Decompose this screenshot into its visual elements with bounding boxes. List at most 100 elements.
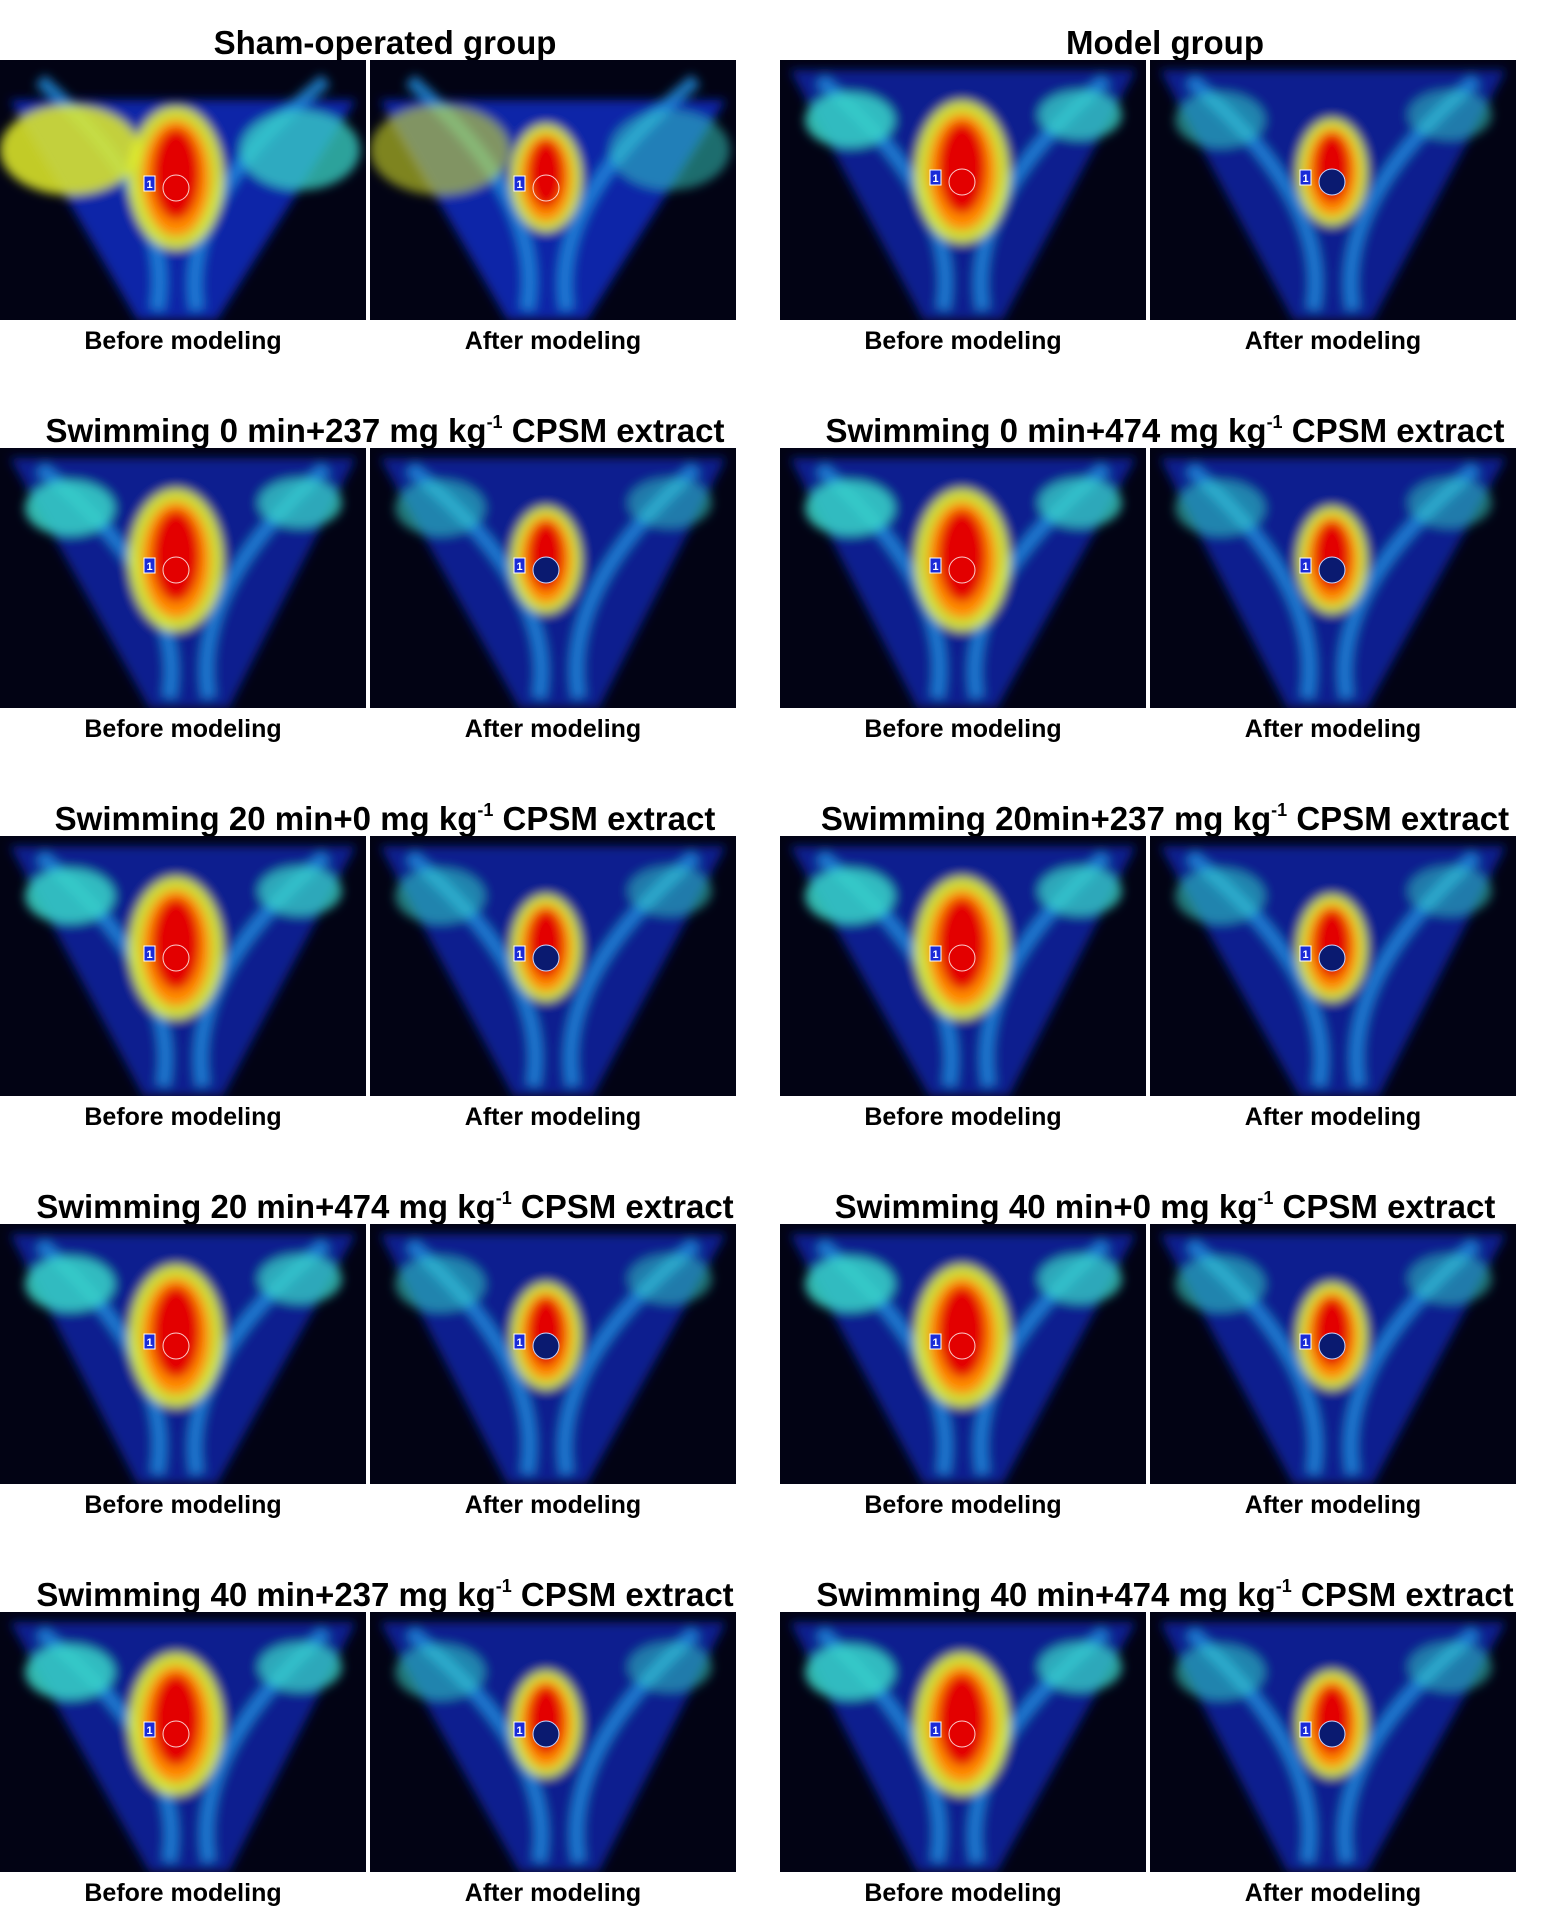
before-modeling-caption: Before modeling xyxy=(864,1103,1062,1131)
laser-doppler-image-after: 1 xyxy=(370,1612,736,1872)
after-modeling-caption: After modeling xyxy=(1244,1879,1422,1907)
group-title: Sham-operated group xyxy=(213,24,557,61)
group-title: Swimming 0 min+237 mg kg-1 CPSM extract xyxy=(45,412,725,449)
before-modeling-caption: Before modeling xyxy=(864,1879,1062,1907)
perfusion-picture: 1 xyxy=(1150,836,1516,1096)
roi-marker: 1 xyxy=(929,169,942,186)
before-modeling-caption: Before modeling xyxy=(84,1103,282,1131)
roi-marker: 1 xyxy=(1299,169,1312,186)
laser-doppler-image-after: 1 xyxy=(1150,60,1516,320)
before-modeling-caption: Before modeling xyxy=(864,1491,1062,1519)
svg-text:1: 1 xyxy=(146,1337,152,1349)
perfusion-picture: 1 xyxy=(370,448,736,708)
perfusion-picture: 1 xyxy=(1150,448,1516,708)
after-modeling-caption: After modeling xyxy=(1244,1103,1422,1131)
laser-doppler-image-before: 1 xyxy=(780,448,1146,708)
roi-marker: 1 xyxy=(1299,557,1312,574)
roi-marker: 1 xyxy=(513,945,526,962)
svg-text:1: 1 xyxy=(1302,1337,1308,1349)
perfusion-picture: 1 xyxy=(370,1612,736,1872)
roi-marker: 1 xyxy=(143,1333,156,1350)
roi-marker: 1 xyxy=(929,945,942,962)
after-modeling-caption: After modeling xyxy=(1244,327,1422,355)
svg-text:1: 1 xyxy=(1302,949,1308,961)
svg-text:1: 1 xyxy=(516,1337,522,1349)
svg-text:1: 1 xyxy=(516,949,522,961)
svg-text:1: 1 xyxy=(146,561,152,573)
after-modeling-caption: After modeling xyxy=(464,1491,642,1519)
svg-text:1: 1 xyxy=(932,1725,938,1737)
before-modeling-caption: Before modeling xyxy=(84,715,282,743)
before-modeling-caption: Before modeling xyxy=(84,327,282,355)
laser-doppler-image-after: 1 xyxy=(370,1224,736,1484)
after-modeling-caption: After modeling xyxy=(464,1879,642,1907)
svg-text:1: 1 xyxy=(1302,1725,1308,1737)
roi-marker: 1 xyxy=(513,557,526,574)
perfusion-picture: 1 xyxy=(780,1612,1146,1872)
svg-text:1: 1 xyxy=(932,949,938,961)
roi-marker: 1 xyxy=(929,1721,942,1738)
after-modeling-caption: After modeling xyxy=(1244,715,1422,743)
roi-marker: 1 xyxy=(1299,1333,1312,1350)
group-title: Swimming 20min+237 mg kg-1 CPSM extract xyxy=(820,800,1510,837)
laser-doppler-image-before: 1 xyxy=(0,448,366,708)
roi-marker: 1 xyxy=(1299,945,1312,962)
laser-doppler-image-before: 1 xyxy=(0,836,366,1096)
roi-marker: 1 xyxy=(513,175,526,192)
laser-doppler-image-after: 1 xyxy=(370,836,736,1096)
svg-text:1: 1 xyxy=(932,1337,938,1349)
laser-doppler-image-before: 1 xyxy=(780,836,1146,1096)
perfusion-picture: 1 xyxy=(1150,60,1516,320)
perfusion-picture: 1 xyxy=(780,836,1146,1096)
perfusion-picture: 1 xyxy=(370,60,736,320)
laser-doppler-image-before: 1 xyxy=(0,1612,366,1872)
laser-doppler-image-before: 1 xyxy=(780,60,1146,320)
laser-doppler-image-after: 1 xyxy=(1150,448,1516,708)
perfusion-picture: 1 xyxy=(780,60,1146,320)
laser-doppler-image-before: 1 xyxy=(0,60,366,320)
group-title: Swimming 40 min+237 mg kg-1 CPSM extract xyxy=(36,1576,734,1613)
roi-marker: 1 xyxy=(1299,1721,1312,1738)
perfusion-picture: 1 xyxy=(0,1224,366,1484)
perfusion-picture: 1 xyxy=(0,1612,366,1872)
perfusion-picture: 1 xyxy=(370,1224,736,1484)
before-modeling-caption: Before modeling xyxy=(84,1879,282,1907)
svg-text:1: 1 xyxy=(146,949,152,961)
laser-doppler-image-before: 1 xyxy=(780,1612,1146,1872)
roi-marker: 1 xyxy=(143,945,156,962)
perfusion-picture: 1 xyxy=(0,60,366,320)
perfusion-picture: 1 xyxy=(1150,1224,1516,1484)
laser-doppler-image-before: 1 xyxy=(780,1224,1146,1484)
svg-text:1: 1 xyxy=(932,561,938,573)
laser-doppler-image-after: 1 xyxy=(1150,1612,1516,1872)
laser-doppler-image-after: 1 xyxy=(370,448,736,708)
laser-doppler-image-before: 1 xyxy=(0,1224,366,1484)
svg-text:1: 1 xyxy=(146,179,152,191)
svg-text:1: 1 xyxy=(932,173,938,185)
svg-text:1: 1 xyxy=(516,561,522,573)
roi-marker: 1 xyxy=(929,1333,942,1350)
roi-marker: 1 xyxy=(513,1721,526,1738)
group-title: Swimming 40 min+0 mg kg-1 CPSM extract xyxy=(834,1188,1496,1225)
perfusion-picture: 1 xyxy=(1150,1612,1516,1872)
laser-doppler-image-after: 1 xyxy=(370,60,736,320)
group-title: Swimming 20 min+474 mg kg-1 CPSM extract xyxy=(36,1188,734,1225)
perfusion-picture: 1 xyxy=(0,836,366,1096)
group-title: Swimming 20 min+0 mg kg-1 CPSM extract xyxy=(54,800,716,837)
after-modeling-caption: After modeling xyxy=(464,327,642,355)
roi-marker: 1 xyxy=(143,1721,156,1738)
roi-marker: 1 xyxy=(929,557,942,574)
before-modeling-caption: Before modeling xyxy=(864,327,1062,355)
perfusion-picture: 1 xyxy=(0,448,366,708)
perfusion-picture: 1 xyxy=(780,1224,1146,1484)
after-modeling-caption: After modeling xyxy=(464,715,642,743)
roi-marker: 1 xyxy=(513,1333,526,1350)
svg-text:1: 1 xyxy=(1302,173,1308,185)
perfusion-picture: 1 xyxy=(370,836,736,1096)
after-modeling-caption: After modeling xyxy=(464,1103,642,1131)
perfusion-picture: 1 xyxy=(780,448,1146,708)
laser-doppler-image-after: 1 xyxy=(1150,836,1516,1096)
before-modeling-caption: Before modeling xyxy=(864,715,1062,743)
before-modeling-caption: Before modeling xyxy=(84,1491,282,1519)
group-title: Swimming 40 min+474 mg kg-1 CPSM extract xyxy=(816,1576,1514,1613)
